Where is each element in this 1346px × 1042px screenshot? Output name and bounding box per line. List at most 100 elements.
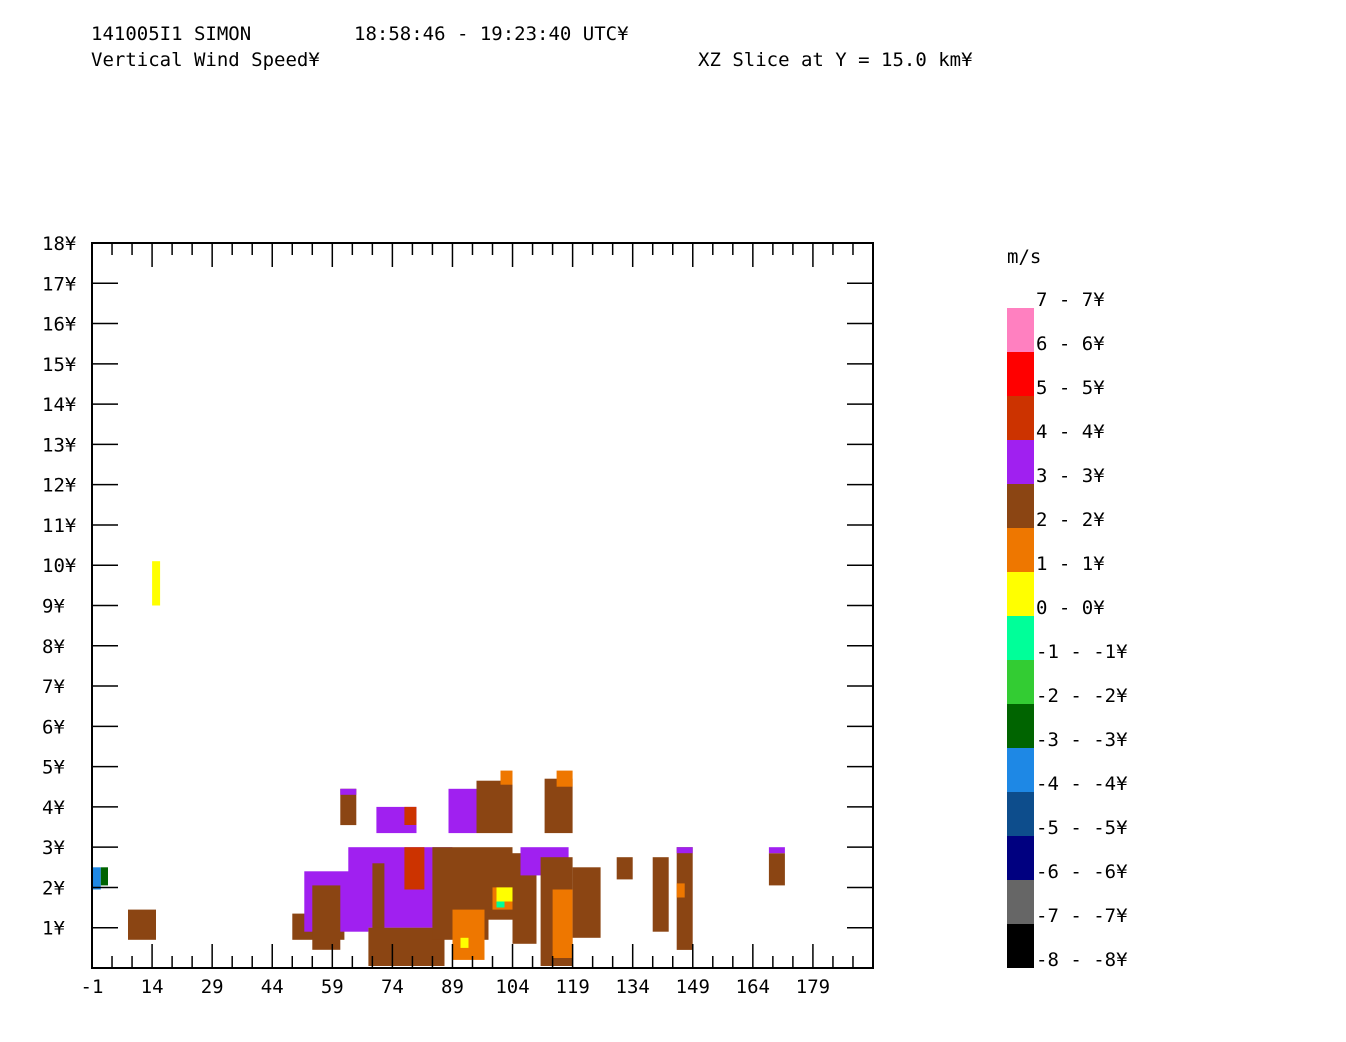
legend-label: 4 - 4¥	[1036, 421, 1105, 443]
y-tick-label: 17¥	[42, 273, 77, 295]
data-cell-9	[404, 847, 425, 890]
y-tick-label: 6¥	[42, 716, 65, 738]
x-tick-label: 119	[555, 976, 589, 998]
legend-swatch	[1007, 748, 1034, 792]
data-cell-24	[652, 857, 669, 932]
legend-swatch	[1007, 484, 1034, 528]
legend-label: 5 - 5¥	[1036, 377, 1105, 399]
data-cell-35	[476, 780, 513, 834]
data-cells	[92, 561, 785, 966]
y-tick-label: 4¥	[42, 797, 65, 819]
x-tick-label: 149	[676, 976, 710, 998]
legend-label: 6 - 6¥	[1036, 333, 1105, 355]
legend-label: -5 - -5¥	[1036, 817, 1128, 839]
y-tick-label: 8¥	[42, 636, 65, 658]
data-cell-27	[676, 847, 693, 854]
legend-label: -6 - -6¥	[1036, 861, 1128, 883]
y-tick-label: 7¥	[42, 676, 65, 698]
data-cell-0	[152, 561, 161, 606]
y-tick-label: 11¥	[42, 515, 77, 537]
legend-swatch	[1007, 308, 1034, 352]
legend-swatch	[1007, 704, 1034, 748]
data-cell-30	[340, 788, 357, 826]
data-cell-31	[340, 788, 357, 795]
data-cell-8	[372, 863, 385, 936]
y-tick-label: 12¥	[42, 475, 77, 497]
data-cell-2	[100, 867, 108, 886]
data-cell-34	[448, 788, 477, 834]
axis-ticks	[91, 243, 874, 968]
x-tick-label: 44	[261, 976, 284, 998]
legend-swatch	[1007, 616, 1034, 660]
data-cell-12	[452, 909, 485, 960]
y-tick-label: 14¥	[42, 394, 77, 416]
data-cell-22	[572, 867, 601, 938]
x-axis-tick-labels: -1 14 29 44 59 74 89 104 119 134 149 164 179	[81, 976, 831, 998]
y-tick-label: 3¥	[42, 837, 65, 859]
y-tick-label: 2¥	[42, 877, 65, 899]
legend-label: -3 - -3¥	[1036, 729, 1128, 751]
data-cell-33	[404, 806, 417, 825]
x-tick-label: 74	[381, 976, 404, 998]
data-cell-13	[460, 937, 469, 948]
legend-swatch	[1007, 528, 1034, 572]
y-tick-label: 13¥	[42, 434, 77, 456]
x-tick-label: 59	[321, 976, 344, 998]
legend-swatch	[1007, 440, 1034, 484]
data-cell-38	[556, 770, 573, 787]
legend-label: 1 - 1¥	[1036, 553, 1105, 575]
data-cell-16	[496, 887, 513, 902]
legend-swatch	[1007, 836, 1034, 880]
data-cell-26	[676, 883, 685, 898]
legend-label: -2 - -2¥	[1036, 685, 1128, 707]
x-tick-label: 89	[441, 976, 464, 998]
y-tick-label: 5¥	[42, 757, 65, 779]
legend-swatch	[1007, 572, 1034, 616]
plot-frame	[91, 242, 874, 969]
legend-label: -8 - -8¥	[1036, 949, 1128, 971]
field-name-label: Vertical Wind Speed¥	[91, 49, 320, 71]
data-cell-1	[92, 867, 101, 890]
data-cell-17	[496, 901, 505, 908]
y-tick-label: 9¥	[42, 596, 65, 618]
data-cell-23	[616, 857, 633, 880]
y-tick-label: 16¥	[42, 314, 77, 336]
y-axis-tick-labels: 1¥ 2¥ 3¥ 4¥ 5¥ 6¥ 7¥ 8¥ 9¥ 10¥ 11¥ 12¥ 13¥ 14¥ 15¥ 16¥ 1…	[42, 233, 77, 940]
case-id-label: 141005I1 SIMON	[91, 23, 251, 45]
time-range-label: 18:58:46 - 19:23:40 UTC¥	[354, 23, 629, 45]
legend-label: 2 - 2¥	[1036, 509, 1105, 531]
legend-label: 3 - 3¥	[1036, 465, 1105, 487]
x-tick-label: 104	[495, 976, 529, 998]
legend-unit: m/s	[1007, 246, 1041, 268]
x-tick-label: 29	[201, 976, 224, 998]
x-tick-label: 14	[141, 976, 164, 998]
slice-label: XZ Slice at Y = 15.0 km¥	[698, 49, 973, 71]
data-cell-21	[552, 889, 573, 958]
x-tick-label: 134	[616, 976, 650, 998]
legend-label: 7 - 7¥	[1036, 289, 1105, 311]
data-cell-3	[128, 909, 156, 940]
legend-label: -1 - -1¥	[1036, 641, 1128, 663]
x-tick-label: 179	[796, 976, 830, 998]
data-cell-25	[676, 847, 693, 950]
legend-swatch	[1007, 660, 1034, 704]
legend-swatch	[1007, 924, 1034, 968]
legend-swatch	[1007, 396, 1034, 440]
data-cell-37	[544, 778, 573, 834]
y-tick-label: 18¥	[42, 233, 77, 255]
x-tick-label: -1	[81, 976, 104, 998]
data-cell-28	[768, 853, 785, 886]
y-tick-label: 10¥	[42, 555, 77, 577]
legend-label: -4 - -4¥	[1036, 773, 1128, 795]
legend-swatch	[1007, 792, 1034, 836]
legend-label: -7 - -7¥	[1036, 905, 1128, 927]
legend-swatch	[1007, 880, 1034, 924]
legend-label: 0 - 0¥	[1036, 597, 1105, 619]
color-legend: 7 - 7¥ 6 - 6¥ 5 - 5¥ 4 - 4¥ 3 - 3¥ 2 - 2¥ 1 - …	[1007, 289, 1128, 971]
data-cell-29	[768, 847, 785, 854]
y-tick-label: 15¥	[42, 354, 77, 376]
y-tick-label: 1¥	[42, 918, 65, 940]
data-cell-36	[500, 770, 513, 785]
legend-swatch	[1007, 352, 1034, 396]
